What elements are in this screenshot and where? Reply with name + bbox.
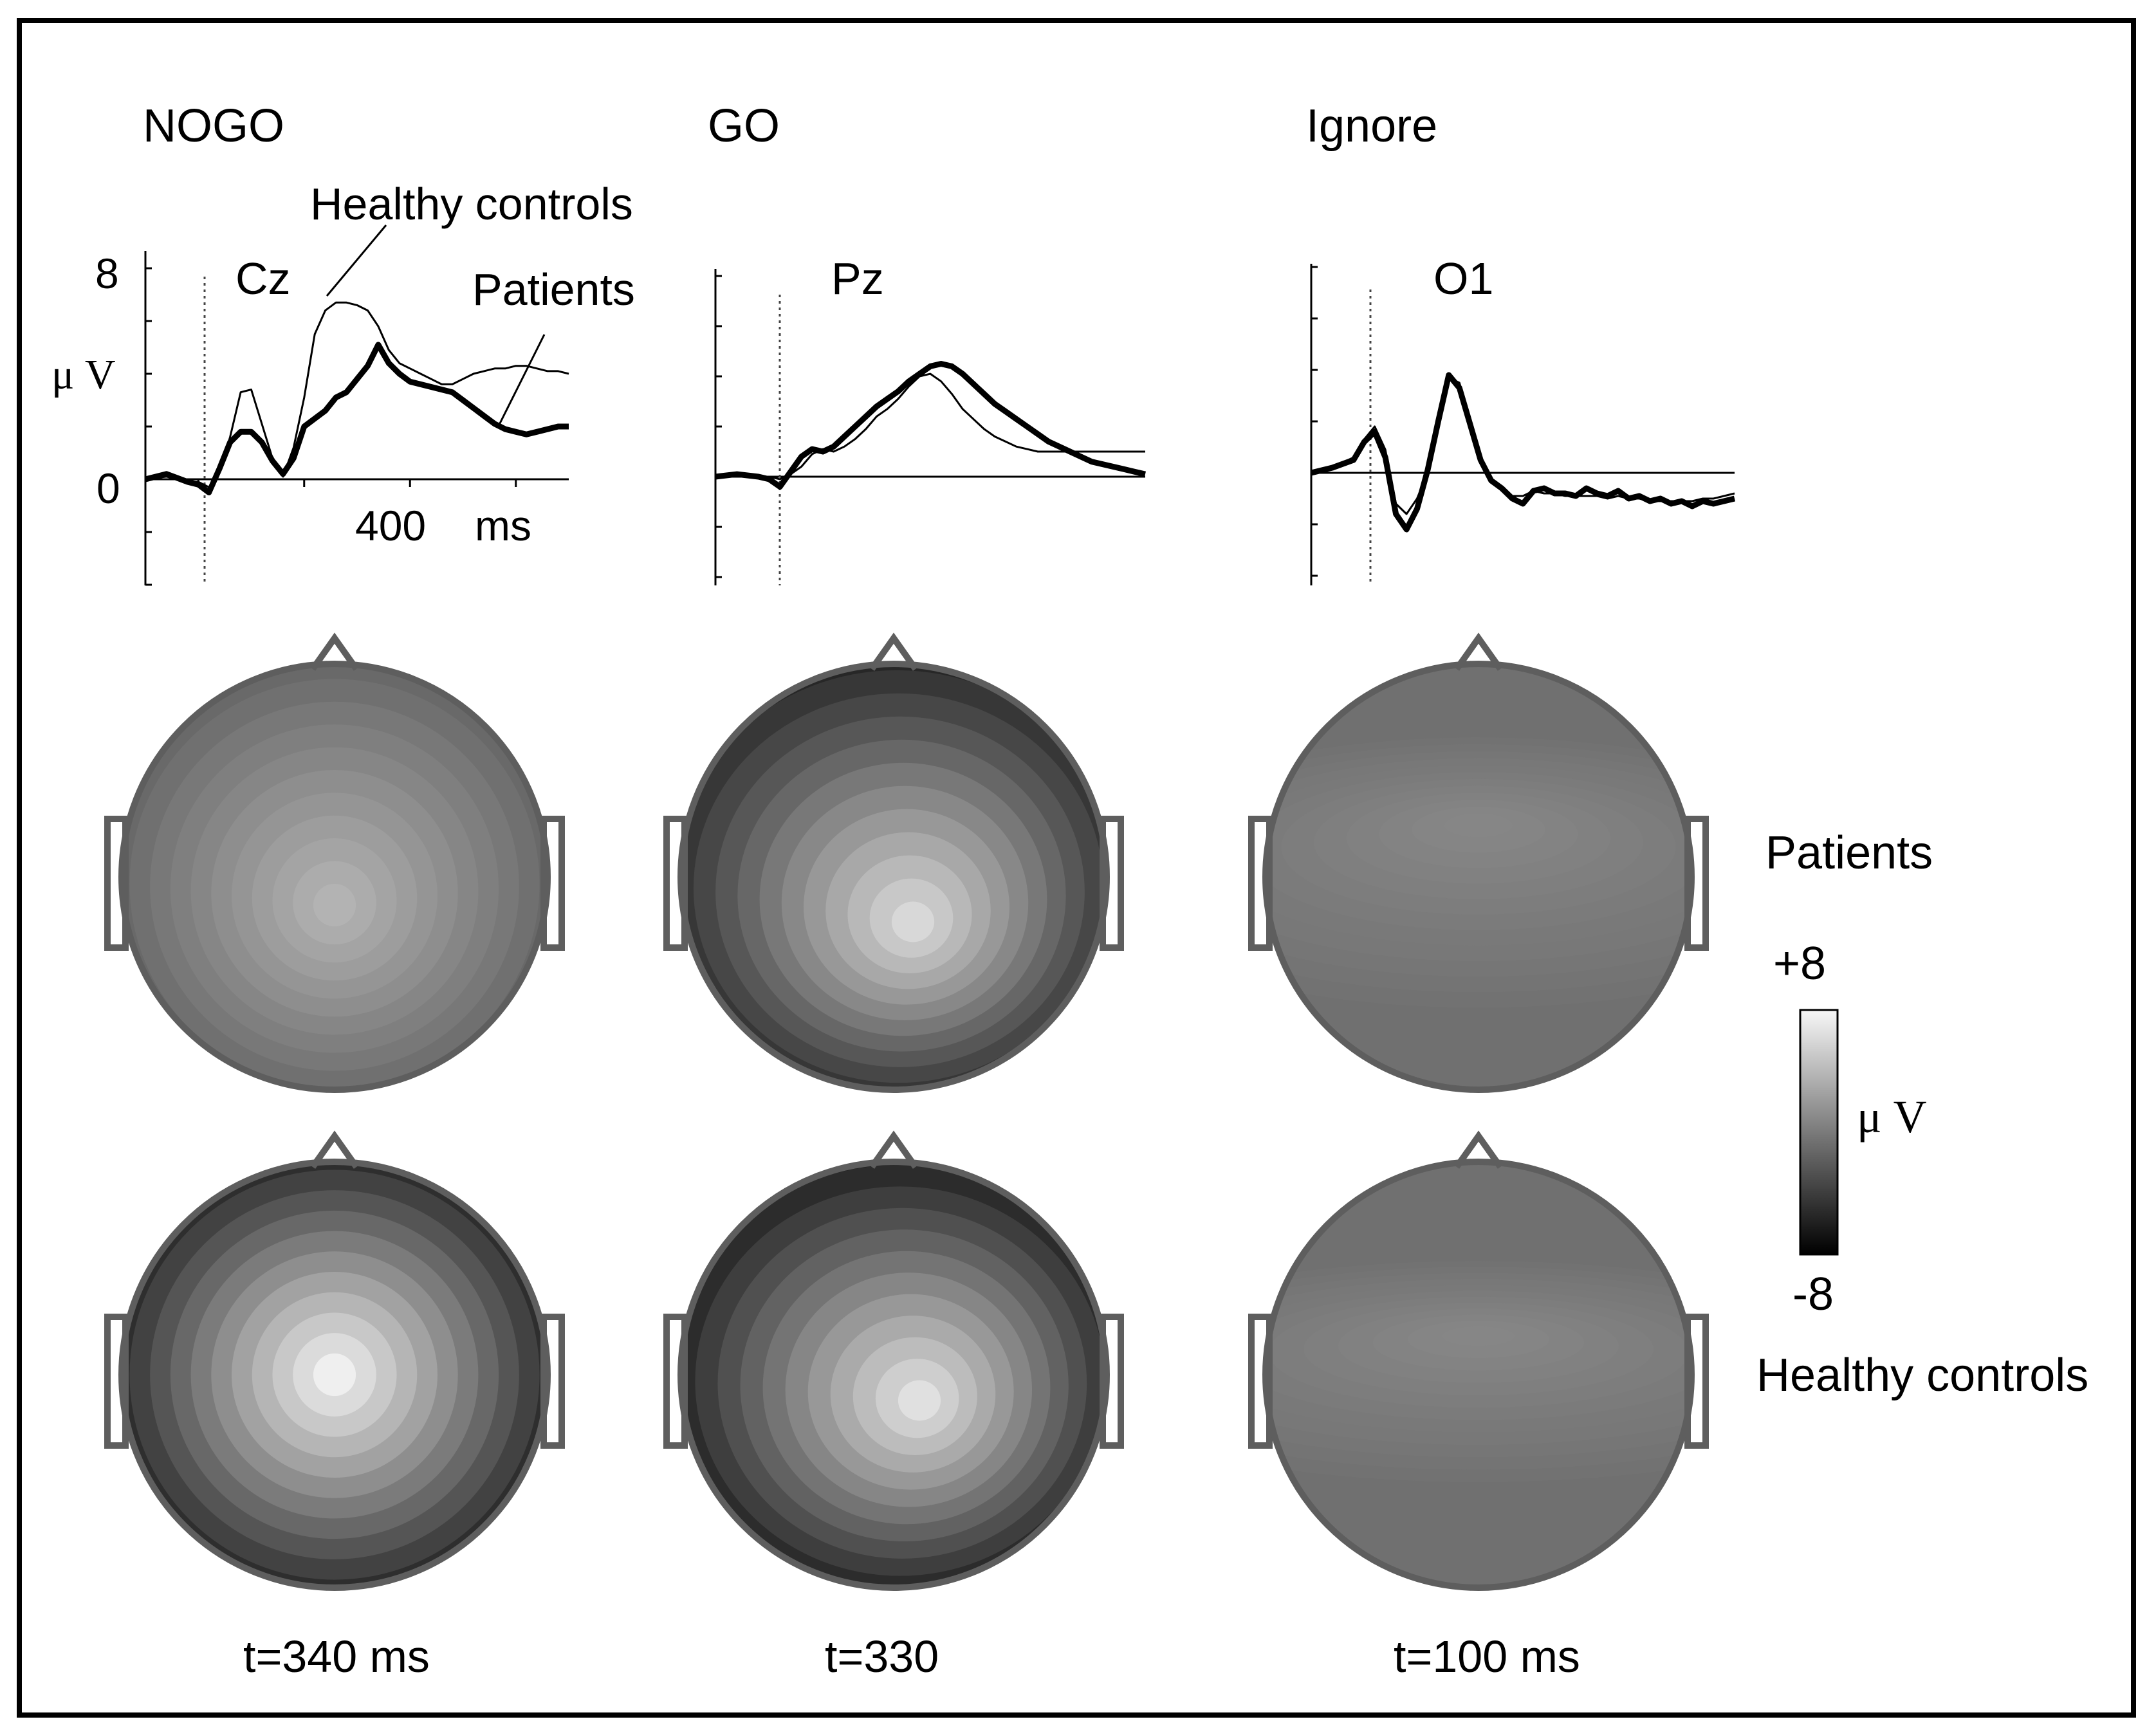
topomap-contour [1442, 1326, 1515, 1346]
topomap-nogo-patients [104, 632, 565, 1093]
head-outline [118, 661, 551, 1093]
head-outline [677, 661, 1110, 1093]
head-nose [1453, 632, 1504, 671]
colorbar-min-label: -8 [1792, 1269, 1834, 1320]
head-ear-right [1684, 1314, 1709, 1449]
topomap-go-controls [663, 1130, 1124, 1591]
electrode-label-pz: Pz [831, 253, 884, 304]
head-ear-left [1248, 1314, 1273, 1449]
electrode-label-cz: Cz [235, 253, 291, 304]
erp-panel-go [714, 269, 1147, 585]
topomap-contour [898, 1380, 941, 1421]
topomap-contour [313, 883, 356, 927]
healthy-controls-trace [145, 301, 569, 488]
head-ear-left [663, 1314, 688, 1449]
topomap-ignore-controls [1248, 1130, 1709, 1591]
row-label-healthy-controls: Healthy controls [1756, 1350, 2089, 1401]
time-label-go: t=330 [825, 1631, 939, 1682]
row-label-patients: Patients [1765, 827, 1933, 879]
y-axis-unit: μ V [51, 351, 116, 398]
annotation-patients: Patients [472, 264, 635, 315]
time-label-nogo: t=340 ms [243, 1631, 430, 1682]
topomap-contour [313, 1353, 356, 1397]
patients-trace [1310, 372, 1736, 533]
head-ear-left [104, 1314, 129, 1449]
patients-trace [144, 342, 569, 495]
electrode-label-o1: O1 [1433, 253, 1494, 304]
head-nose [309, 1130, 360, 1169]
head-ear-left [104, 816, 129, 951]
head-nose [309, 632, 360, 671]
condition-title-nogo: NOGO [143, 100, 285, 152]
topomap-nogo-controls [104, 1130, 565, 1591]
topographic-maps [104, 632, 1709, 1591]
erp-panel-nogo [144, 251, 569, 586]
colorbar-unit-label: μ V [1857, 1091, 1927, 1143]
head-ear-left [1248, 816, 1273, 951]
head-nose [1453, 1130, 1504, 1169]
head-ear-right [540, 1314, 565, 1449]
healthy-controls-trace [1311, 376, 1735, 515]
healthy-controls-leader [326, 225, 387, 297]
condition-title-ignore: Ignore [1306, 100, 1438, 152]
erp-panel-ignore [1310, 264, 1736, 585]
head-nose [869, 632, 919, 671]
erp-traces [144, 225, 1736, 586]
patients-trace [715, 361, 1147, 490]
topomap-contour [1444, 813, 1513, 838]
x-axis-unit: ms [475, 502, 531, 549]
head-ear-left [663, 816, 688, 951]
head-outline [1262, 1159, 1695, 1591]
head-outline [118, 1159, 551, 1591]
annotation-healthy-controls: Healthy controls [310, 179, 633, 229]
y-tick-0: 0 [97, 464, 120, 512]
figure-frame [17, 18, 2136, 1718]
condition-title-go: GO [708, 100, 780, 152]
y-tick-8: 8 [95, 250, 119, 297]
patients-leader [498, 334, 546, 425]
x-tick-400: 400 [355, 502, 427, 549]
colorbar [1799, 1009, 1839, 1256]
healthy-controls-trace [715, 372, 1145, 481]
colorbar-max-label: +8 [1773, 938, 1827, 989]
head-ear-right [1684, 816, 1709, 951]
time-label-ignore: t=100 ms [1394, 1631, 1580, 1682]
head-ear-right [1100, 1314, 1124, 1449]
head-outline [677, 1159, 1110, 1591]
topomap-go-patients [663, 632, 1124, 1093]
topomap-contour [891, 901, 935, 942]
head-nose [869, 1130, 919, 1169]
head-ear-right [540, 816, 565, 951]
topomap-ignore-patients [1248, 632, 1709, 1093]
head-ear-right [1100, 816, 1124, 951]
head-outline [1262, 661, 1695, 1093]
